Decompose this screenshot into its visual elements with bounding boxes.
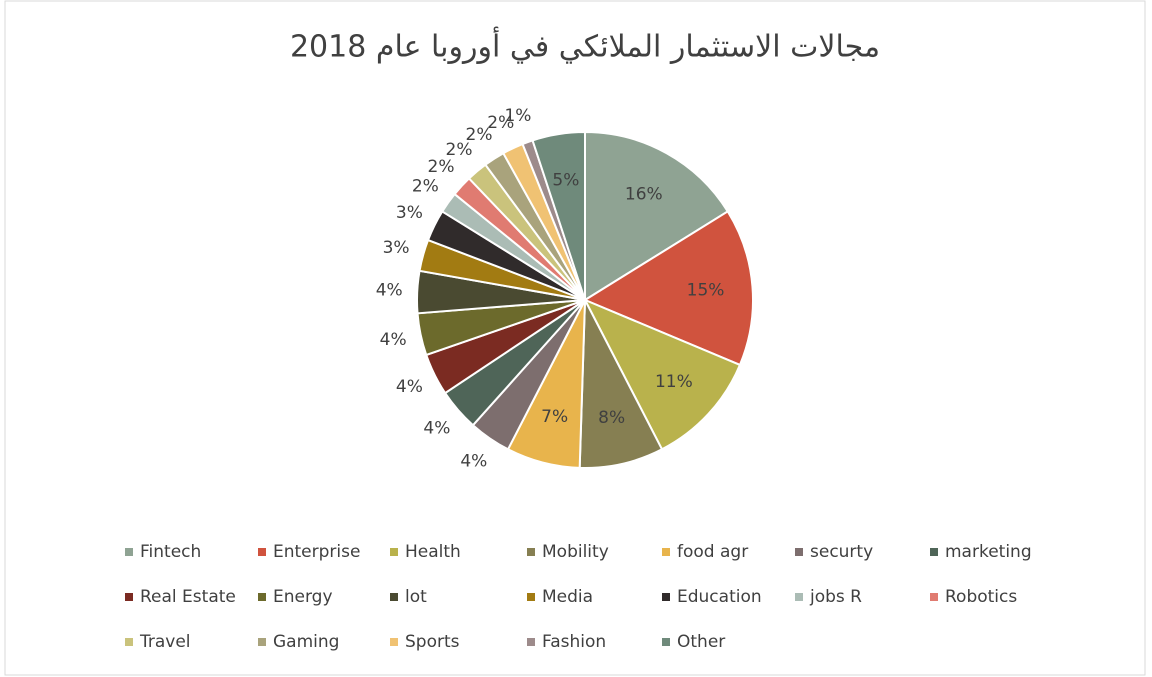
legend-swatch: [662, 593, 670, 601]
data-label: 2%: [487, 113, 514, 133]
legend-swatch: [125, 593, 133, 601]
data-label: 3%: [396, 203, 423, 223]
data-label: 1%: [504, 106, 531, 126]
data-label: 5%: [552, 171, 579, 191]
chart-title: مجالات الاستثمار الملائكي في أوروبا عام …: [290, 26, 880, 65]
legend-swatch: [125, 548, 133, 556]
legend-label: marketing: [945, 542, 1032, 562]
legend-swatch: [527, 638, 535, 646]
legend-swatch: [125, 638, 133, 646]
data-label: 2%: [446, 140, 473, 160]
data-label: 7%: [541, 407, 568, 427]
data-label: 4%: [380, 330, 407, 350]
legend-label: securty: [810, 542, 873, 562]
pie-slice: [531, 130, 586, 301]
legend-swatch: [930, 548, 938, 556]
legend-label: Robotics: [945, 587, 1017, 607]
legend-swatch: [527, 593, 535, 601]
data-label: 2%: [412, 176, 439, 196]
legend-label: Real Estate: [140, 587, 236, 607]
legend-swatch: [258, 638, 266, 646]
data-label: 2%: [466, 125, 493, 145]
data-label: 4%: [376, 281, 403, 301]
legend-label: food agr: [677, 542, 748, 562]
legend-swatch: [390, 548, 398, 556]
data-label: 4%: [396, 377, 423, 397]
legend-swatch: [930, 593, 938, 601]
data-label: 15%: [687, 280, 725, 300]
data-label: 11%: [655, 372, 693, 392]
legend-label: Media: [542, 587, 593, 607]
legend-label: Energy: [273, 587, 333, 607]
pie-slice: [584, 130, 730, 302]
legend-label: Other: [677, 632, 725, 652]
legend-label: Fashion: [542, 632, 606, 652]
pie-slice: [582, 298, 742, 451]
legend-swatch: [258, 593, 266, 601]
legend-label: Health: [405, 542, 461, 562]
legend-swatch: [662, 548, 670, 556]
legend-swatch: [390, 638, 398, 646]
legend-label: Fintech: [140, 542, 201, 562]
data-label: 4%: [423, 418, 450, 438]
legend-label: Education: [677, 587, 762, 607]
data-label: 16%: [625, 184, 663, 204]
legend-label: jobs R: [809, 587, 862, 607]
legend-swatch: [527, 548, 535, 556]
legend-label: Enterprise: [273, 542, 360, 562]
data-label: 2%: [428, 157, 455, 177]
legend-label: Gaming: [273, 632, 339, 652]
legend-swatch: [258, 548, 266, 556]
pie-slice: [582, 210, 754, 367]
legend-swatch: [390, 593, 398, 601]
data-label: 8%: [598, 408, 625, 428]
legend-swatch: [795, 548, 803, 556]
legend-label: Travel: [139, 632, 191, 652]
data-label: 3%: [383, 238, 410, 258]
legend-label: Sports: [405, 632, 460, 652]
legend-swatch: [662, 638, 670, 646]
legend-label: lot: [405, 587, 427, 607]
legend-label: Mobility: [542, 542, 609, 562]
data-label: 4%: [460, 451, 487, 471]
legend-swatch: [795, 593, 803, 601]
